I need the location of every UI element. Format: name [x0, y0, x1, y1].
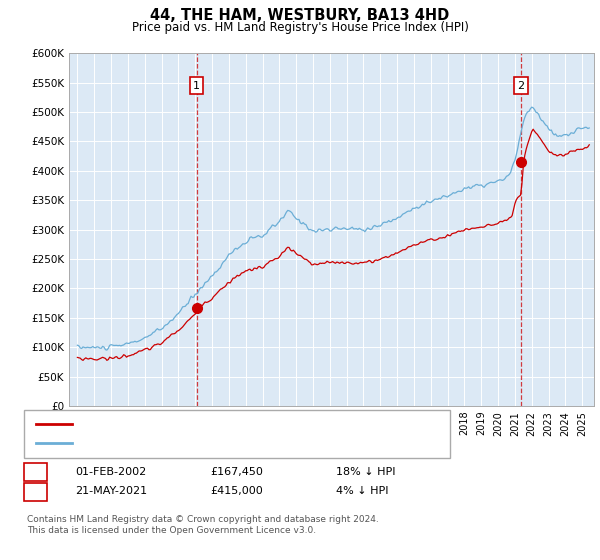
- Text: 18% ↓ HPI: 18% ↓ HPI: [336, 466, 395, 477]
- Text: 4% ↓ HPI: 4% ↓ HPI: [336, 486, 389, 496]
- Text: Contains HM Land Registry data © Crown copyright and database right 2024.
This d: Contains HM Land Registry data © Crown c…: [27, 515, 379, 535]
- Text: Price paid vs. HM Land Registry's House Price Index (HPI): Price paid vs. HM Land Registry's House …: [131, 21, 469, 34]
- Text: 2: 2: [518, 81, 525, 91]
- Text: 44, THE HAM, WESTBURY, BA13 4HD: 44, THE HAM, WESTBURY, BA13 4HD: [151, 8, 449, 24]
- Text: 2: 2: [32, 486, 39, 496]
- Text: £167,450: £167,450: [210, 466, 263, 477]
- Text: 44, THE HAM, WESTBURY, BA13 4HD (detached house): 44, THE HAM, WESTBURY, BA13 4HD (detache…: [78, 419, 364, 430]
- Text: HPI: Average price, detached house, Wiltshire: HPI: Average price, detached house, Wilt…: [78, 438, 317, 448]
- Text: 01-FEB-2002: 01-FEB-2002: [75, 466, 146, 477]
- Text: 21-MAY-2021: 21-MAY-2021: [75, 486, 147, 496]
- Text: 1: 1: [32, 466, 39, 477]
- Text: £415,000: £415,000: [210, 486, 263, 496]
- Text: 1: 1: [193, 81, 200, 91]
